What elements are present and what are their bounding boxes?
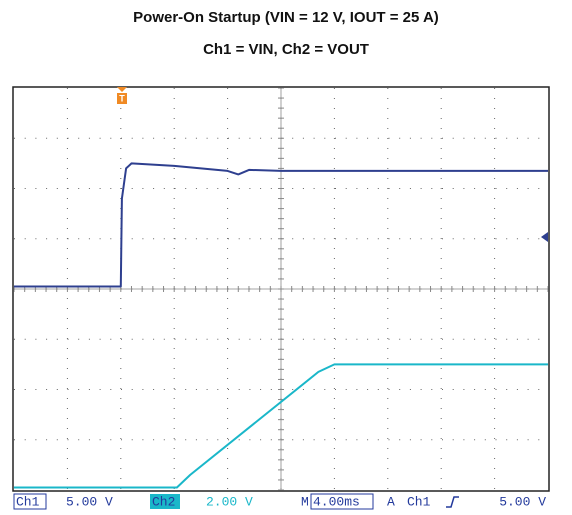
- status-a: A: [387, 494, 395, 509]
- status-bar: [13, 492, 549, 510]
- ch2-box: [150, 494, 180, 509]
- level-marker: [541, 232, 548, 242]
- status-timebase: 4.00ms: [313, 494, 360, 509]
- chart-subtitle: Ch1 = VIN, Ch2 = VOUT: [203, 41, 369, 58]
- svg-text:T: T: [119, 93, 125, 103]
- status-m: M: [301, 494, 309, 509]
- waveform: [14, 363, 548, 489]
- ch1-box: [13, 493, 47, 510]
- status-ch2: Ch2: [152, 494, 175, 509]
- chart-title: Power-On Startup (VIN = 12 V, IOUT = 25 …: [133, 9, 439, 26]
- status-ch2-scale: 2.00 V: [206, 494, 253, 509]
- timebase-box: [310, 493, 374, 510]
- trigger-marker: T: [117, 87, 127, 104]
- status-trigger-source: Ch1: [407, 494, 431, 509]
- edge-icon: [446, 496, 459, 508]
- status-trigger-level: 5.00 V: [499, 494, 546, 509]
- status-ch1-scale: 5.00 V: [66, 494, 113, 509]
- status-ch1: Ch1: [16, 494, 40, 509]
- waveform: [14, 162, 548, 288]
